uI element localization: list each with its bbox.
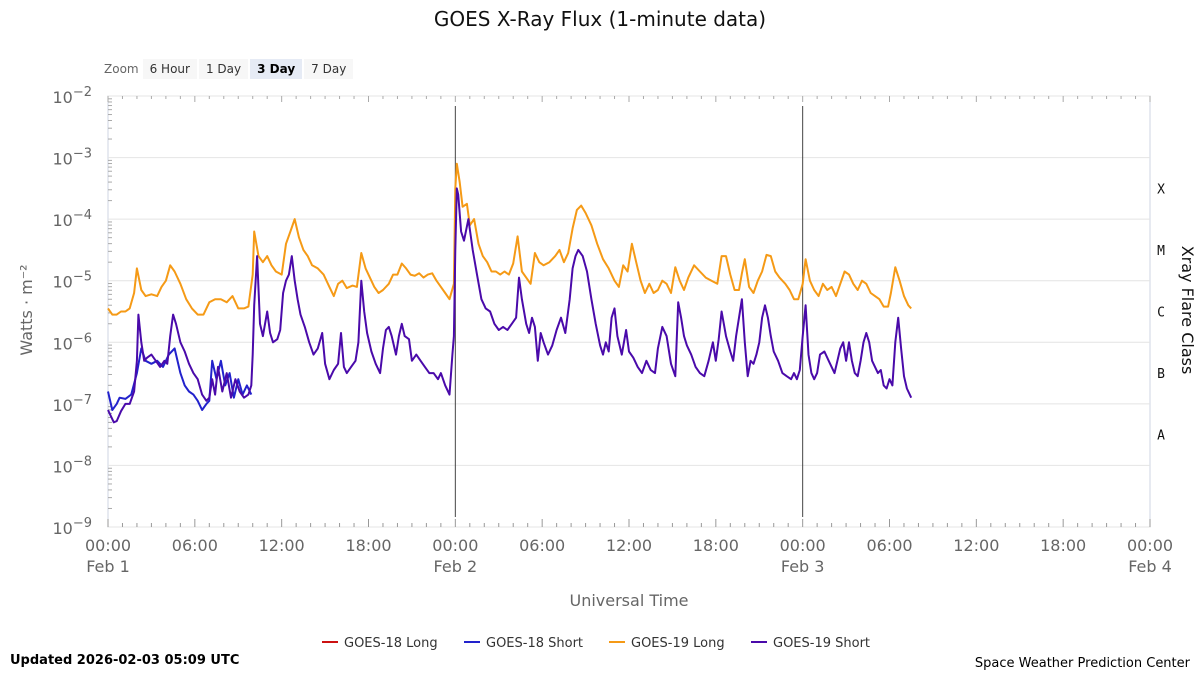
y-tick-label: 10−3 xyxy=(52,147,92,169)
x-tick-label: 00:00 xyxy=(432,536,478,555)
x-date-label: Feb 2 xyxy=(434,557,478,576)
x-tick-label: 00:00 xyxy=(1127,536,1173,555)
flare-class-label: A xyxy=(1157,429,1165,444)
x-date-label: Feb 4 xyxy=(1128,557,1172,576)
y-tick-label: 10−4 xyxy=(52,208,92,230)
x-tick-label: 18:00 xyxy=(345,536,391,555)
y-tick-label: 10−9 xyxy=(52,516,92,538)
zoom-6-hour-button[interactable]: 6 Hour xyxy=(142,59,197,79)
flare-class-label: C xyxy=(1157,306,1165,321)
legend[interactable]: GOES-18 Long GOES-18 Short GOES-19 Long GOE… xyxy=(322,636,870,651)
x-tick-label: 12:00 xyxy=(953,536,999,555)
chart-title: GOES X-Ray Flux (1-minute data) xyxy=(434,7,766,31)
legend-item-label[interactable]: GOES-18 Long xyxy=(344,636,438,651)
goes-19-long-line[interactable] xyxy=(107,162,912,316)
flare-class-label: M xyxy=(1157,244,1165,259)
y2-axis-label: Xray Flare Class xyxy=(1178,246,1197,375)
goes-18-short-line[interactable] xyxy=(107,347,253,411)
x-tick-label: 12:00 xyxy=(259,536,305,555)
zoom-3-day-button[interactable]: 3 Day xyxy=(250,59,303,79)
y-tick-label: 10−8 xyxy=(52,454,92,476)
legend-item-label[interactable]: GOES-18 Short xyxy=(486,636,583,651)
credit-text: Space Weather Prediction Center xyxy=(974,656,1190,671)
x-date-label: Feb 3 xyxy=(781,557,825,576)
plot-area[interactable] xyxy=(107,95,1151,528)
y-tick-label: 10−5 xyxy=(52,270,92,292)
x-tick-label: 00:00 xyxy=(85,536,131,555)
legend-item-label[interactable]: GOES-19 Short xyxy=(773,636,870,651)
axes: 10−210−310−410−510−610−710−810−900:00Feb… xyxy=(52,85,1173,576)
x-tick-label: 06:00 xyxy=(519,536,565,555)
x-tick-label: 18:00 xyxy=(693,536,739,555)
zoom-1-day-button[interactable]: 1 Day xyxy=(198,59,249,79)
x-tick-label: 12:00 xyxy=(606,536,652,555)
y-tick-label: 10−7 xyxy=(52,393,92,415)
zoom-bar: Zoom 6 Hour 1 Day 3 Day 7 Day xyxy=(104,59,355,79)
x-axis-label: Universal Time xyxy=(569,591,688,610)
y-tick-label: 10−6 xyxy=(52,331,92,353)
plot-background[interactable] xyxy=(107,95,1151,528)
y-axis-label: Watts · m⁻² xyxy=(17,264,36,355)
zoom-label: Zoom xyxy=(104,62,139,76)
flare-class-label: B xyxy=(1157,367,1165,382)
x-tick-label: 06:00 xyxy=(866,536,912,555)
updated-timestamp: Updated 2026-02-03 05:09 UTC xyxy=(10,653,240,668)
y-tick-label: 10−2 xyxy=(52,85,92,107)
flare-class-label: X xyxy=(1157,182,1165,197)
zoom-7-day-button[interactable]: 7 Day xyxy=(304,59,354,79)
x-tick-label: 18:00 xyxy=(1040,536,1086,555)
goes-19-short-line[interactable] xyxy=(107,187,913,424)
x-tick-label: 06:00 xyxy=(172,536,218,555)
legend-item-label[interactable]: GOES-19 Long xyxy=(631,636,725,651)
x-date-label: Feb 1 xyxy=(86,557,130,576)
x-tick-label: 00:00 xyxy=(780,536,826,555)
series-lines[interactable] xyxy=(107,162,913,424)
